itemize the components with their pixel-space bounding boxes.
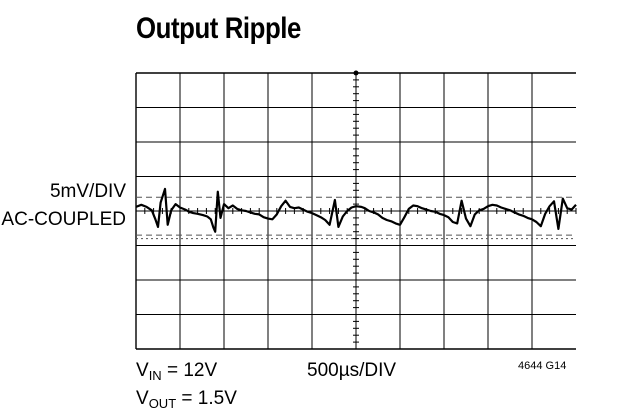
ripple-trace-group [135, 187, 577, 233]
vout-label: VOUT = 1.5V [136, 388, 237, 411]
coupling-label: AC-COUPLED [1, 209, 126, 230]
ripple-trace [135, 187, 577, 233]
x-scale-label: 500µs/DIV [307, 360, 397, 381]
figure-id: 4644 G14 [518, 360, 567, 372]
y-scale-label: 5mV/DIV [49, 181, 126, 202]
trigger-marker [353, 70, 359, 76]
chart-title: Output Ripple [136, 12, 301, 45]
vin-label: VIN = 12V [136, 360, 218, 383]
